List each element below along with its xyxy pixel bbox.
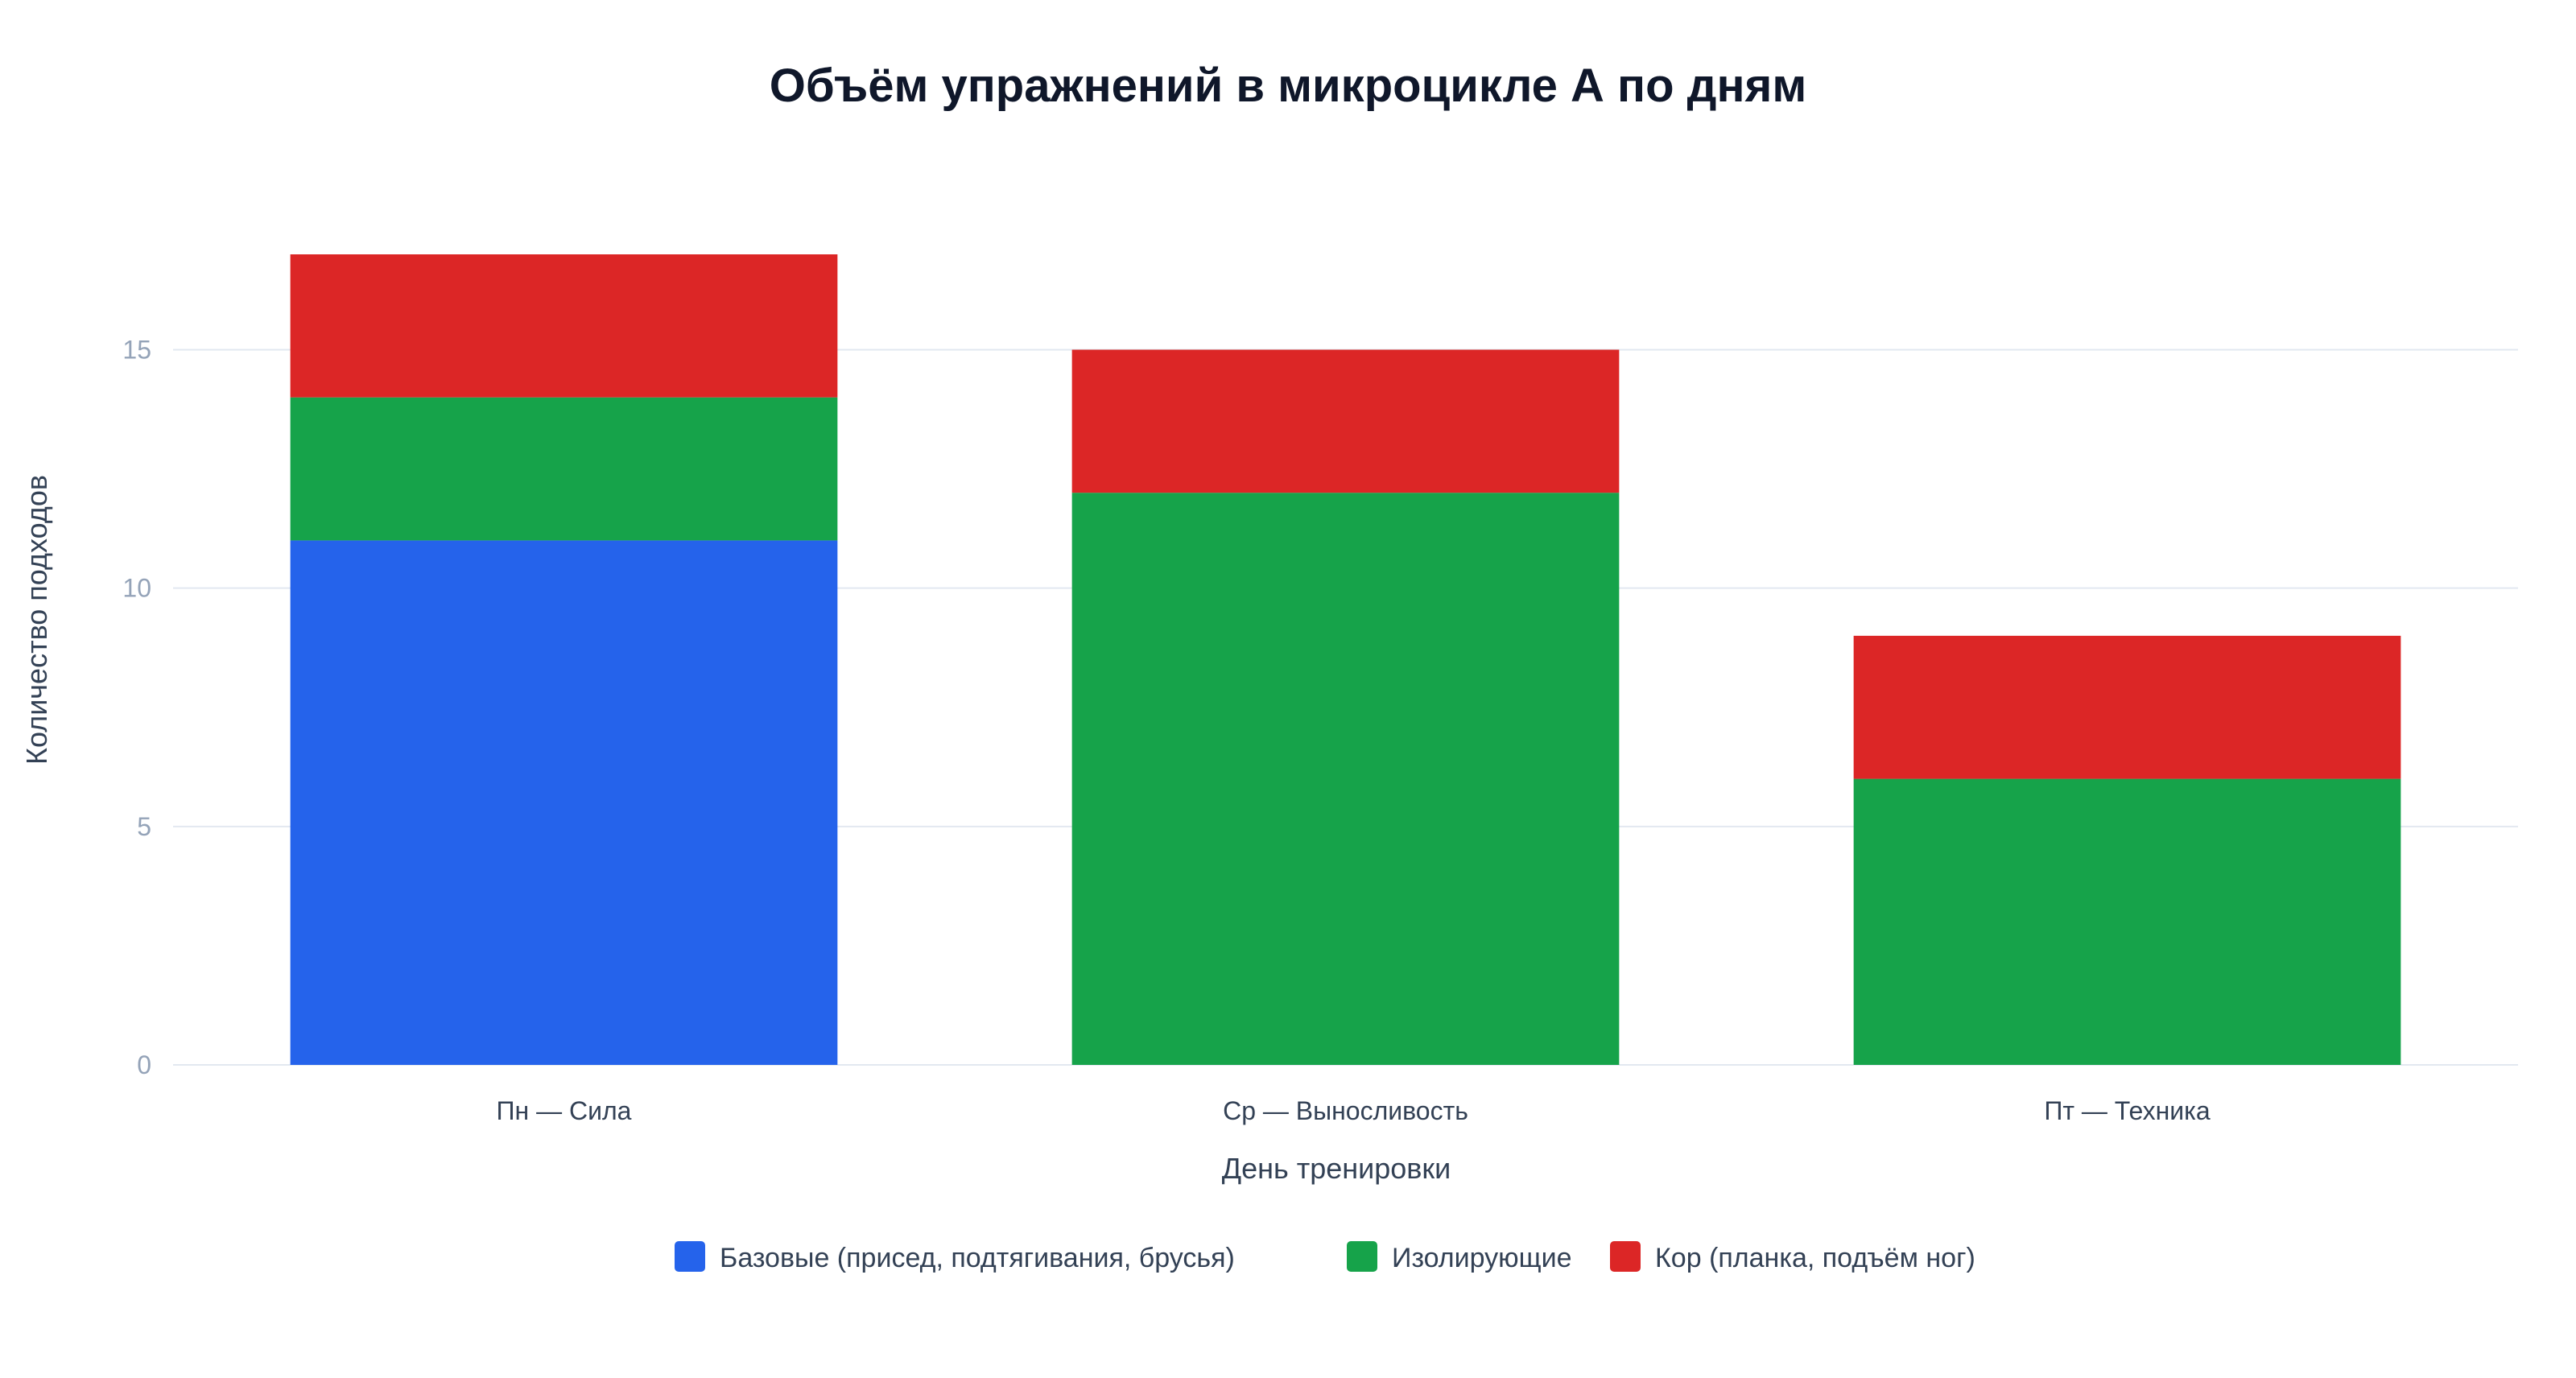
y-axis-label: Количество подходов — [20, 475, 53, 765]
x-tick-label: Пн — Сила — [497, 1096, 632, 1125]
legend-swatch — [1610, 1241, 1641, 1272]
y-tick-label: 0 — [137, 1050, 151, 1079]
legend: Базовые (присед, подтягивания, брусья) Из… — [675, 1241, 1975, 1273]
bar-segment — [1071, 349, 1620, 493]
bar-segment — [1853, 635, 2401, 779]
bar-segment — [290, 397, 838, 541]
y-axis-ticks: 0 5 10 15 — [122, 335, 151, 1079]
x-axis-label: День тренировки — [1222, 1152, 1451, 1185]
x-tick-label: Ср — Выносливость — [1223, 1096, 1468, 1125]
legend-label: Изолирующие — [1392, 1243, 1572, 1273]
y-tick-label: 15 — [122, 335, 151, 364]
legend-label: Кор (планка, подъём ног) — [1655, 1243, 1975, 1273]
bar-segment — [1071, 493, 1620, 1065]
chart-title: Объём упражнений в микроцикле А по дням — [770, 60, 1806, 112]
legend-swatch — [1347, 1241, 1377, 1272]
bars — [290, 254, 2401, 1065]
x-axis-tick-labels: Пн — Сила Ср — Выносливость Пт — Техника — [497, 1096, 2211, 1125]
legend-label: Базовые (присед, подтягивания, брусья) — [720, 1243, 1235, 1273]
x-tick-label: Пт — Техника — [2044, 1096, 2211, 1125]
legend-swatch — [675, 1241, 705, 1272]
bar-segment — [290, 540, 838, 1065]
y-tick-label: 10 — [122, 574, 151, 603]
y-tick-label: 5 — [137, 812, 151, 841]
bar-segment — [290, 254, 838, 398]
bar-segment — [1853, 778, 2401, 1065]
